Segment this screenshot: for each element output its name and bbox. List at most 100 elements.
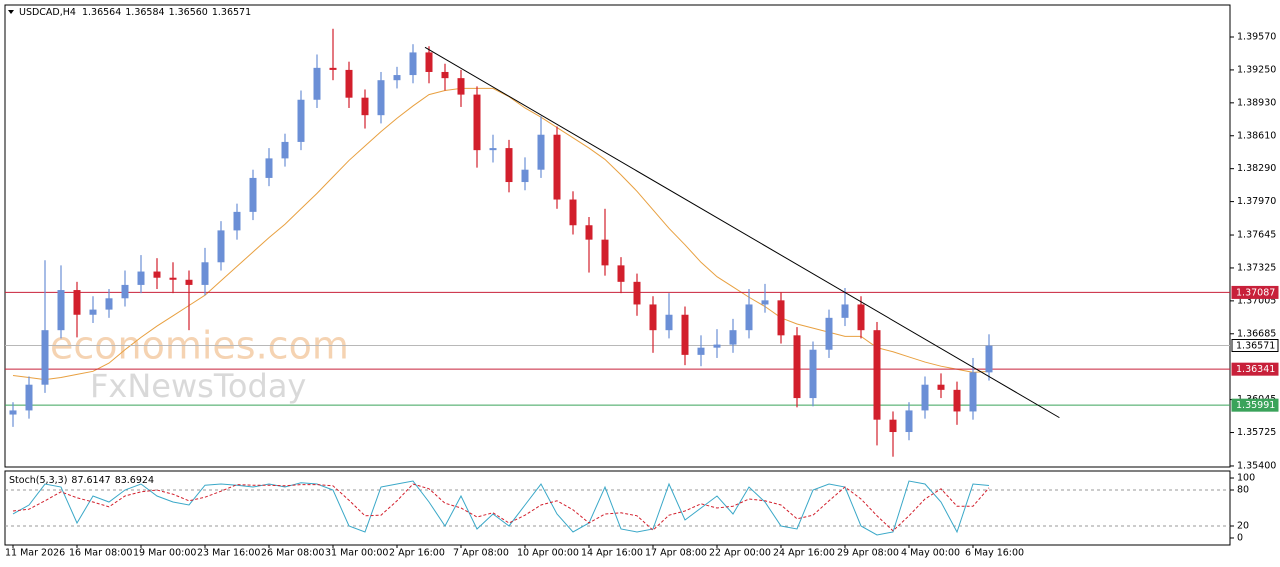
candle-body (361, 97, 369, 116)
candle-body (777, 300, 785, 336)
watermark: FxNewsToday (90, 367, 306, 405)
x-tick-label: 11 Mar 2026 (5, 548, 65, 559)
candle-body (921, 384, 929, 411)
y-tick-label: 80 (1237, 485, 1249, 496)
candle-body (249, 177, 257, 212)
stoch-line (12, 480, 990, 536)
candle-body (377, 80, 385, 116)
quote-value: 1.36584 (125, 7, 164, 18)
x-tick-label: 2 Apr 16:00 (389, 548, 445, 559)
candle-body (345, 69, 353, 98)
candle-body (329, 67, 337, 70)
candle-body (985, 345, 993, 373)
x-tick-label: 17 Apr 08:00 (645, 548, 707, 559)
candle-body (553, 134, 561, 200)
stoch-title: Stoch(5,3,3) (9, 475, 67, 486)
x-tick-label: 24 Apr 16:00 (773, 548, 835, 559)
candle-body (201, 262, 209, 285)
candle-body (57, 290, 65, 331)
candle-body (281, 141, 289, 159)
candle-body (489, 148, 497, 151)
y-tick-label: 1.37970 (1237, 196, 1276, 207)
candle-body (601, 239, 609, 266)
candle-body (713, 344, 721, 348)
candle-body (153, 271, 161, 278)
y-tick-label: 1.37005 (1237, 295, 1276, 306)
candle-body (169, 277, 177, 280)
y-tick-label: 1.39250 (1237, 64, 1276, 75)
candle-body (649, 304, 657, 331)
candle-body (105, 298, 113, 310)
stoch-panel (4, 470, 1231, 546)
stoch-header: Stoch(5,3,3) 87.6147 83.6924 (9, 475, 154, 486)
y-tick-label: 1.35400 (1237, 460, 1276, 471)
candle-body (633, 281, 641, 305)
candle-body (681, 314, 689, 355)
y-tick-label: 0 (1237, 532, 1243, 543)
level-label: 1.36341 (1236, 364, 1275, 375)
y-tick-label: 1.38610 (1237, 130, 1276, 141)
candle-body (905, 410, 913, 433)
candle-body (569, 199, 577, 226)
x-tick-label: 19 Mar 00:00 (133, 548, 196, 559)
trendline (424, 46, 1060, 419)
candle-body (969, 372, 977, 412)
candle-body (457, 78, 465, 95)
candle-body (537, 134, 545, 170)
candle-body (585, 225, 593, 240)
candle-body (73, 290, 81, 315)
candle-body (233, 211, 241, 231)
y-tick-label: 100 (1237, 473, 1255, 484)
x-tick-label: 29 Apr 08:00 (837, 548, 899, 559)
level-label-box (1231, 398, 1279, 412)
y-tick-label: 1.35725 (1237, 427, 1276, 438)
stoch-value: 87.6147 (71, 475, 110, 486)
candle-body (697, 347, 705, 355)
candle-body (745, 304, 753, 331)
level-label-box (1231, 339, 1279, 353)
y-tick-label: 20 (1237, 520, 1249, 531)
quote-value: 1.36564 (82, 7, 121, 18)
candle-body (89, 309, 97, 315)
candle-body (425, 52, 433, 72)
candle-body (937, 384, 945, 390)
candle-body (25, 384, 33, 411)
candle-body (841, 304, 849, 318)
candle-body (729, 330, 737, 345)
candle-body (441, 71, 449, 79)
symbol: USDCAD,H4 (19, 7, 76, 18)
x-tick-label: 7 Apr 08:00 (453, 548, 509, 559)
candle-body (9, 410, 17, 415)
stoch-value: 83.6924 (115, 475, 154, 486)
candle-body (297, 99, 305, 142)
x-tick-label: 23 Mar 16:00 (197, 548, 260, 559)
quote-value: 1.36560 (169, 7, 208, 18)
candle-body (617, 265, 625, 282)
candle-body (521, 169, 529, 183)
candle-body (313, 67, 321, 100)
candle-body (121, 284, 129, 299)
candle-body (265, 158, 273, 178)
menu-arrow (8, 10, 14, 14)
level-label: 1.37087 (1236, 287, 1275, 298)
y-tick-label: 1.37325 (1237, 262, 1276, 273)
quote-value: 1.36571 (212, 7, 251, 18)
y-tick-label: 1.38930 (1237, 97, 1276, 108)
candle-body (825, 317, 833, 350)
candle-body (953, 389, 961, 412)
x-tick-label: 26 Mar 08:00 (261, 548, 324, 559)
candle-body (809, 349, 817, 399)
candle-body (793, 335, 801, 399)
level-label: 1.36571 (1236, 341, 1275, 352)
candle-body (889, 419, 897, 433)
candle-body (873, 330, 881, 420)
level-label-box (1231, 285, 1279, 299)
level-label: 1.35991 (1236, 400, 1275, 411)
candle-body (665, 314, 673, 331)
candle-body (761, 300, 769, 305)
chart-header: USDCAD,H4 1.36564 1.36584 1.36560 1.36571 (19, 7, 251, 18)
y-tick-label: 1.38290 (1237, 163, 1276, 174)
x-tick-label: 6 May 16:00 (965, 548, 1024, 559)
y-tick-label: 1.37645 (1237, 230, 1276, 241)
